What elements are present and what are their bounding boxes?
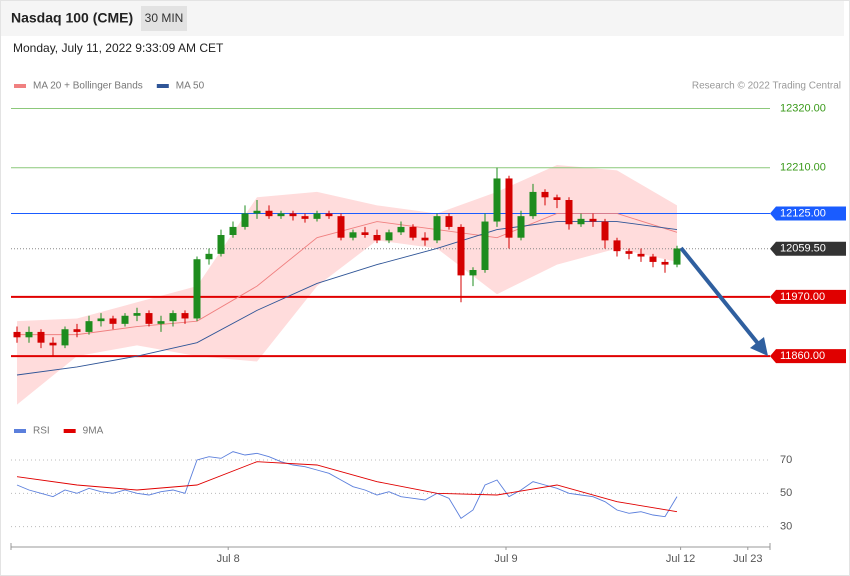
level-label: 11970.00 — [780, 291, 825, 303]
candle-body — [73, 329, 81, 332]
candle-body — [541, 191, 549, 198]
candle-body — [229, 226, 237, 235]
candle-body — [193, 259, 201, 319]
legend-label: 9MA — [83, 426, 104, 437]
x-tick-label: Jul 9 — [494, 553, 517, 565]
candle-body — [241, 213, 249, 227]
candle-body — [301, 216, 309, 219]
indicator-line — [16, 461, 678, 513]
candle-body — [253, 210, 261, 214]
candle-body — [217, 235, 225, 254]
arrow-head — [750, 337, 768, 356]
y-tick-label: 30 — [780, 521, 792, 533]
date: Monday, July 11, 2022 9:33:09 AM CET — [13, 41, 224, 55]
candle-body — [181, 313, 189, 319]
x-tick-label: Jul 23 — [733, 553, 762, 565]
level-label: 11860.00 — [780, 350, 825, 362]
candle-body — [49, 342, 57, 346]
y-tick-label: 50 — [780, 487, 792, 499]
candle-body — [613, 240, 621, 252]
level-label: 12210.00 — [780, 162, 826, 174]
candle-body — [337, 216, 345, 238]
candle-body — [289, 213, 297, 217]
candle-body — [205, 253, 213, 260]
legend-label: MA 50 — [176, 81, 205, 92]
candle-body — [265, 210, 273, 217]
legend-swatch — [14, 84, 26, 88]
candle-body — [409, 226, 417, 238]
candle-body — [385, 232, 393, 241]
legend-swatch — [156, 84, 169, 88]
candle-body — [601, 221, 609, 241]
level-tag — [770, 289, 846, 304]
candle-body — [457, 226, 465, 276]
candle-body — [349, 232, 357, 238]
level-label: 12059.50 — [780, 243, 826, 255]
candle-body — [97, 318, 105, 322]
candle-body — [625, 251, 633, 254]
candle-body — [469, 270, 477, 276]
level-label: 12320.00 — [780, 102, 826, 114]
candle-body — [13, 331, 21, 338]
candle-body — [565, 200, 573, 225]
candle-body — [445, 216, 453, 227]
level-label: 12125.00 — [780, 207, 826, 219]
y-tick-label: 70 — [780, 454, 792, 466]
legend-swatch — [63, 429, 76, 433]
title: Nasdaq 100 (CME) — [11, 10, 133, 26]
x-tick-label: Jul 12 — [666, 553, 695, 565]
candle-body — [85, 321, 93, 332]
level-tag — [770, 349, 846, 364]
candle-body — [397, 226, 405, 233]
legend-swatch — [14, 429, 26, 433]
legend-label: RSI — [33, 426, 50, 437]
level-tag — [770, 241, 846, 256]
candle-body — [61, 329, 69, 346]
candle-body — [109, 318, 117, 324]
candle-body — [169, 313, 177, 322]
interval-box — [141, 6, 187, 31]
candle-body — [529, 191, 537, 217]
candle-body — [313, 213, 321, 219]
candle-body — [277, 213, 285, 217]
candle-body — [25, 331, 33, 338]
arrow-shaft — [679, 246, 762, 348]
candle-body — [121, 315, 129, 324]
candle-body — [361, 232, 369, 235]
candle-body — [37, 331, 45, 343]
candle-body — [325, 213, 333, 217]
legend-label: MA 20 + Bollinger Bands — [33, 81, 143, 92]
candle-body — [577, 218, 585, 225]
indicator-line — [16, 451, 678, 519]
candle-body — [661, 261, 669, 265]
candle-body — [433, 216, 441, 241]
candle-body — [157, 321, 165, 324]
candle-body — [517, 216, 525, 238]
interval: 30 MIN — [145, 11, 184, 25]
candle-body — [637, 253, 645, 257]
candle-body — [673, 248, 681, 265]
candle-body — [505, 178, 513, 238]
level-tag — [770, 206, 846, 221]
candle-body — [493, 178, 501, 222]
candle-body — [589, 218, 597, 222]
candle-body — [421, 237, 429, 241]
candle-body — [373, 235, 381, 241]
candle-body — [133, 313, 141, 316]
candle-body — [649, 256, 657, 262]
x-tick-label: Jul 8 — [217, 553, 240, 565]
candle-body — [553, 197, 561, 200]
candle-body — [145, 313, 153, 324]
candle-body — [481, 221, 489, 270]
credit: Research © 2022 Trading Central — [692, 81, 841, 92]
forecast-arrow — [679, 246, 768, 356]
